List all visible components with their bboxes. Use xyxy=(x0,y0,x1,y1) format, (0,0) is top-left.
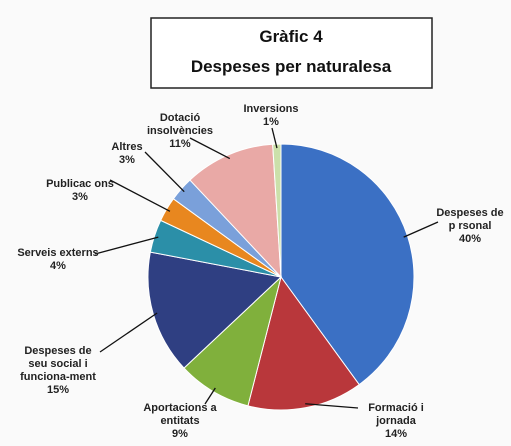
slice-value-label: 4% xyxy=(50,260,66,272)
pie-slice xyxy=(147,251,283,369)
slice-label: Inversions xyxy=(243,103,298,115)
chart-subtitle: Despeses per naturalesa xyxy=(191,57,392,76)
slice-label: Aportacions a entitats xyxy=(143,402,217,427)
pie-slice xyxy=(189,143,282,279)
leader-line xyxy=(109,179,171,212)
slice-value-label: 9% xyxy=(172,428,188,440)
pie-slice xyxy=(247,275,360,411)
leader-line xyxy=(204,387,216,405)
leader-line xyxy=(144,151,185,193)
slice-value-label: 11% xyxy=(169,138,191,150)
leader-line xyxy=(189,137,231,160)
slice-label: Formació i jornada xyxy=(368,402,424,427)
slice-label: Despeses de p rsonal xyxy=(436,207,503,232)
slice-value-label: 15% xyxy=(47,384,69,396)
slice-value-label: 3% xyxy=(119,154,135,166)
leader-line xyxy=(99,312,158,353)
slice-label: Dotació insolvències xyxy=(147,112,213,137)
title-box xyxy=(150,17,433,89)
pie-slice xyxy=(272,143,282,278)
slice-value-label: 1% xyxy=(263,116,279,128)
leader-line xyxy=(305,403,359,409)
slice-label: Altres xyxy=(111,141,142,153)
chart-title: Gràfic 4 xyxy=(259,27,323,46)
slice-label: Despeses de seu social i funciona-ment xyxy=(20,345,96,383)
leader-line xyxy=(403,221,439,238)
slice-label: Publicac ons xyxy=(46,178,114,190)
leader-line xyxy=(94,236,159,255)
slice-value-label: 40% xyxy=(459,233,481,245)
slice-value-label: 3% xyxy=(72,191,88,203)
slice-value-label: 14% xyxy=(385,428,407,440)
leader-line xyxy=(271,127,278,149)
slice-label: Serveis externs xyxy=(17,247,98,259)
